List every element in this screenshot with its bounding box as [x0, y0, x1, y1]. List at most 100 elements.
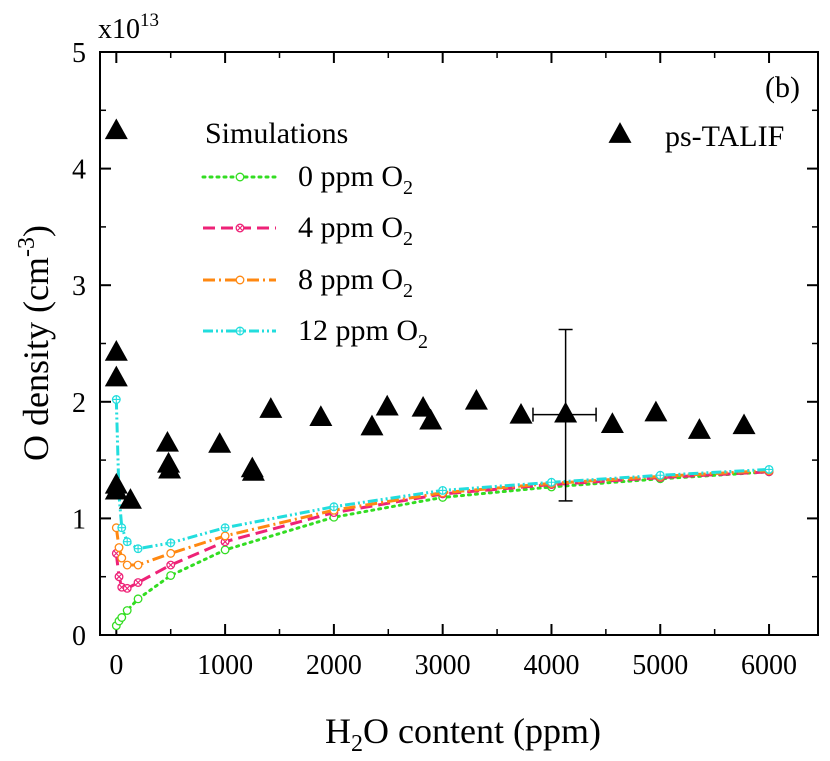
simulation-point-circle: [123, 607, 131, 615]
simulation-point: [167, 572, 175, 580]
x-tick-labels: 0 1000 2000 3000 4000 5000 6000: [109, 650, 797, 681]
simulation-point: [123, 607, 131, 615]
legend-swatch-marker: [236, 327, 244, 335]
y-multiplier-exponent: 13: [140, 10, 159, 31]
simulation-point: [123, 585, 131, 593]
legend-item-2: 8 ppm O2: [203, 263, 413, 302]
simulation-point-circle: [134, 561, 142, 569]
legend-label-subscript: 2: [403, 228, 413, 250]
x-tick-label: 5000: [632, 650, 688, 681]
ps-talif-point: [259, 397, 282, 418]
simulation-point: [221, 532, 229, 540]
simulation-point: [118, 524, 126, 532]
simulation-point: [113, 396, 121, 404]
ps-talif-point: [688, 418, 711, 439]
legend-label: 4 ppm O2: [298, 211, 413, 250]
y-tick-label: 5: [72, 38, 86, 69]
simulation-point: [439, 487, 447, 495]
y-tick-label: 0: [72, 621, 86, 652]
y-axis-label: O density (cm-3): [14, 225, 56, 461]
legend-label-text: 0 ppm O: [298, 160, 403, 193]
ps-talif-point: [208, 432, 231, 453]
simulation-point: [118, 614, 126, 622]
y-tick-label: 4: [72, 155, 86, 186]
simulation-point-circle: [221, 546, 229, 554]
ps-talif-point: [465, 389, 488, 410]
legend-label-text: 4 ppm O: [298, 211, 403, 244]
legend-swatch-marker: [236, 276, 244, 284]
x-tick-label: 4000: [523, 650, 579, 681]
ps-talif-point: [105, 366, 128, 387]
legend-label-subscript: 2: [403, 177, 413, 199]
simulation-point: [115, 544, 123, 552]
legend-triangle-marker: [609, 122, 632, 143]
ps-talif-point: [309, 405, 332, 426]
simulation-point: [134, 545, 142, 553]
simulation-point: [123, 561, 131, 569]
ps-talif-point: [376, 395, 399, 416]
simulation-point: [221, 524, 229, 532]
ps-talif-point: [510, 403, 533, 424]
simulation-point-circle: [123, 561, 131, 569]
y-multiplier-base: x10: [98, 14, 140, 45]
simulation-point: [221, 546, 229, 554]
x-tick-label: 0: [109, 650, 123, 681]
legend-label-experiment: ps-TALIF: [665, 120, 784, 153]
simulation-point: [765, 466, 773, 474]
simulation-point: [167, 539, 175, 547]
y-multiplier: x1013: [98, 10, 159, 45]
simulation-point: [134, 561, 142, 569]
simulation-series-2: [113, 467, 773, 569]
legend-title: Simulations: [205, 117, 348, 150]
y-tick-label: 2: [72, 388, 86, 419]
x-tick-label: 1000: [197, 650, 253, 681]
simulation-point: [330, 503, 338, 511]
panel-label: (b): [765, 71, 800, 104]
x-tick-label: 6000: [741, 650, 797, 681]
x-tick-label: 3000: [415, 650, 471, 681]
legend-swatch-marker: [236, 173, 244, 181]
simulation-point: [115, 573, 123, 581]
simulation-point: [167, 561, 175, 569]
simulation-point-circle: [134, 595, 142, 603]
simulation-point-circle: [221, 532, 229, 540]
legend-item-experiment: ps-TALIF: [609, 120, 785, 153]
legend-label-text: 12 ppm O: [298, 314, 418, 347]
simulation-point: [134, 579, 142, 587]
ps-talif-point: [156, 431, 179, 452]
ps-talif-point: [105, 118, 128, 139]
ps-talif-point: [644, 401, 667, 422]
simulation-line: [116, 400, 769, 549]
legend-swatch-marker: [236, 224, 244, 232]
simulation-point: [167, 550, 175, 558]
ps-talif-point: [360, 415, 383, 436]
x-axis-label-part2: O content (ppm): [363, 711, 601, 751]
legend-item-1: 4 ppm O2: [203, 211, 413, 250]
legend-swatch-marker-circle: [236, 276, 244, 284]
legend-label-text: 8 ppm O: [298, 263, 403, 296]
simulation-series-3: [113, 396, 773, 553]
simulation-line: [116, 471, 769, 565]
legend-label: 12 ppm O2: [298, 314, 428, 353]
simulation-point: [548, 478, 556, 486]
x-axis-label-subscript: 2: [351, 731, 363, 757]
y-axis-label-close: ): [16, 225, 56, 237]
ps-talif-point: [733, 413, 756, 434]
y-tick-label: 1: [72, 504, 86, 535]
legend-item-3: 12 ppm O2: [203, 314, 428, 353]
x-axis-label-part1: H: [325, 711, 351, 751]
simulation-point: [134, 595, 142, 603]
error-bar: [533, 330, 596, 501]
ps-talif-point: [105, 340, 128, 361]
legend-swatch-marker-circle: [236, 173, 244, 181]
ps-talif-point: [601, 412, 624, 433]
y-axis-label-part1: O density (cm: [16, 257, 56, 461]
simulation-point: [123, 538, 131, 546]
y-axis-label-superscript: -3: [14, 237, 40, 257]
legend-label-subscript: 2: [418, 331, 428, 353]
legend-label: 0 ppm O2: [298, 160, 413, 199]
legend-label: 8 ppm O2: [298, 263, 413, 302]
simulation-point-circle: [167, 572, 175, 580]
